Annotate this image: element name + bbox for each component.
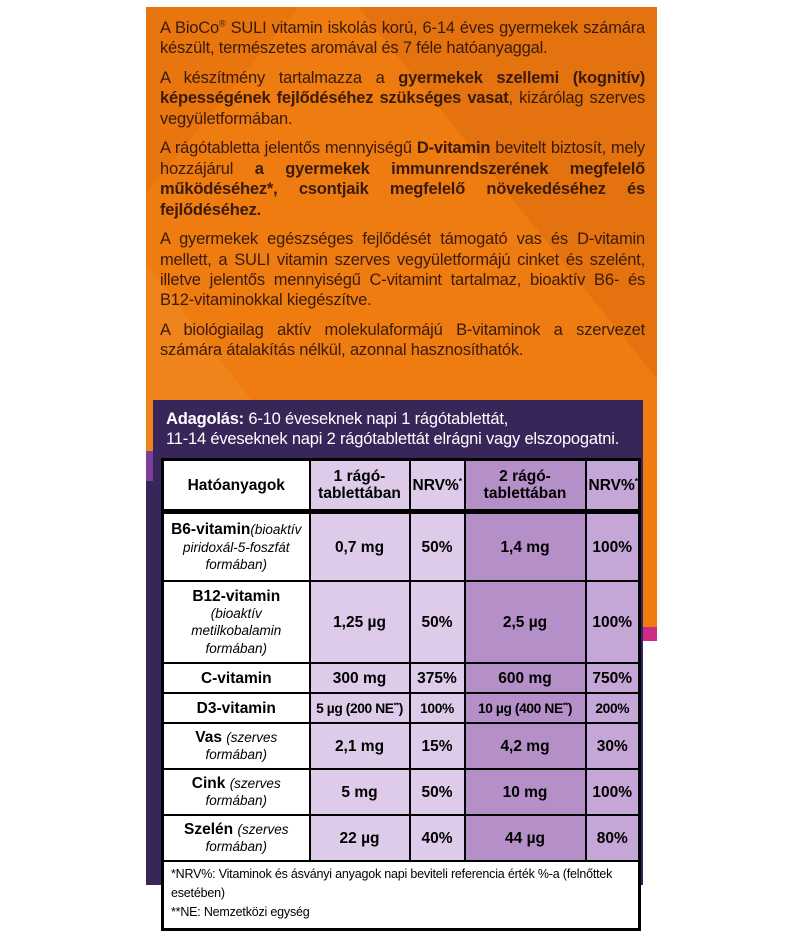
value-cell: 50% xyxy=(408,580,466,665)
ingredient-name-cell: Szelén (szerves formában) xyxy=(161,814,311,863)
ingredient-name-cell: Vas (szerves formában) xyxy=(161,722,311,771)
value-cell: 50% xyxy=(408,768,466,817)
column-header: NRV%* xyxy=(408,458,466,515)
footnote-ne: **NE: Nemzetközi egység xyxy=(171,904,310,919)
ingredient-name-cell: B6-vitamin(bioaktív piridoxál-5-foszfát … xyxy=(161,510,311,583)
value-cell: 0,7 mg xyxy=(308,510,411,583)
value-cell: 2,1 mg xyxy=(308,722,411,771)
left-dark-accent xyxy=(146,481,153,885)
value-cell: 750% xyxy=(584,662,641,695)
intro-paragraph: A biológiailag aktív molekulaformájú B-v… xyxy=(160,320,645,360)
table-row: B6-vitamin(bioaktív piridoxál-5-foszfát … xyxy=(161,510,641,583)
intro-paragraph: A gyermekek egészséges fejlődését támoga… xyxy=(160,230,645,310)
table-row: C-vitamin 300 mg 375% 600 mg 750% xyxy=(161,662,641,695)
column-header: 1 rágó-tablettában xyxy=(308,458,411,515)
value-cell: 10 mg xyxy=(463,768,587,817)
table-row: Szelén (szerves formában) 22 µg 40% 44 µg 80… xyxy=(161,814,641,863)
nutrition-table: Hatóanyagok 1 rágó-tablettában NRV%* 2 rágó… xyxy=(161,458,641,931)
value-cell: 200% xyxy=(584,692,641,725)
footnote-nrv: *NRV%: Vitaminok és ásványi anyagok napi… xyxy=(171,867,613,900)
value-cell: 40% xyxy=(408,814,466,863)
intro-paragraph: A rágótabletta jelentős mennyiségű D-vit… xyxy=(160,139,645,219)
value-cell: 5 µg (200 NE**) xyxy=(308,692,411,725)
label-container: A BioCo® SULI vitamin iskolás korú, 6-14… xyxy=(146,7,657,931)
value-cell: 44 µg xyxy=(463,814,587,863)
table-row: D3-vitamin 5 µg (200 NE**) 100% 10 µg (400 … xyxy=(161,692,641,725)
value-cell: 600 mg xyxy=(463,662,587,695)
value-cell: 2,5 µg xyxy=(463,580,587,665)
value-cell: 10 µg (400 NE**) xyxy=(463,692,587,725)
table-header-row: Hatóanyagok 1 rágó-tablettában NRV%* 2 rágó… xyxy=(161,458,641,515)
left-purple-accent xyxy=(146,451,153,488)
value-cell: 5 mg xyxy=(308,768,411,817)
dosage-text: Adagolás: 6-10 éveseknek napi 1 rágótabl… xyxy=(166,410,620,449)
value-cell: 50% xyxy=(408,510,466,583)
table-row: B12-vitamin (bioaktív metilkobalamin form… xyxy=(161,580,641,665)
value-cell: 100% xyxy=(408,692,466,725)
ingredient-name-cell: Cink (szerves formában) xyxy=(161,768,311,817)
table-body: B6-vitamin(bioaktív piridoxál-5-foszfát … xyxy=(161,510,641,863)
intro-paragraph: A készítmény tartalmazza a gyermekek sze… xyxy=(160,68,645,128)
table-row: Cink (szerves formában) 5 mg 50% 10 mg 100% xyxy=(161,768,641,817)
value-cell: 4,2 mg xyxy=(463,722,587,771)
value-cell: 15% xyxy=(408,722,466,771)
footnote-row: *NRV%: Vitaminok és ásványi anyagok napi… xyxy=(161,860,641,930)
value-cell: 1,25 µg xyxy=(308,580,411,665)
footnote-cell: *NRV%: Vitaminok és ásványi anyagok napi… xyxy=(161,860,641,930)
ingredient-name-cell: D3-vitamin xyxy=(161,692,311,725)
value-cell: 375% xyxy=(408,662,466,695)
column-header: 2 rágó-tablettában xyxy=(463,458,587,515)
value-cell: 100% xyxy=(584,580,641,665)
table-row: Vas (szerves formában) 2,1 mg 15% 4,2 mg 30% xyxy=(161,722,641,771)
value-cell: 22 µg xyxy=(308,814,411,863)
intro-section: A BioCo® SULI vitamin iskolás korú, 6-14… xyxy=(146,7,657,370)
ingredient-name-cell: C-vitamin xyxy=(161,662,311,695)
value-cell: 100% xyxy=(584,768,641,817)
value-cell: 100% xyxy=(584,510,641,583)
column-header: Hatóanyagok xyxy=(161,458,311,515)
intro-paragraph: A BioCo® SULI vitamin iskolás korú, 6-14… xyxy=(160,18,645,58)
value-cell: 300 mg xyxy=(308,662,411,695)
value-cell: 30% xyxy=(584,722,641,771)
value-cell: 80% xyxy=(584,814,641,863)
ingredient-name-cell: B12-vitamin (bioaktív metilkobalamin form… xyxy=(161,580,311,665)
column-header: NRV%* xyxy=(584,458,641,515)
right-magenta-accent xyxy=(643,627,657,641)
dosage-panel: Adagolás: 6-10 éveseknek napi 1 rágótabl… xyxy=(153,400,643,931)
value-cell: 1,4 mg xyxy=(463,510,587,583)
